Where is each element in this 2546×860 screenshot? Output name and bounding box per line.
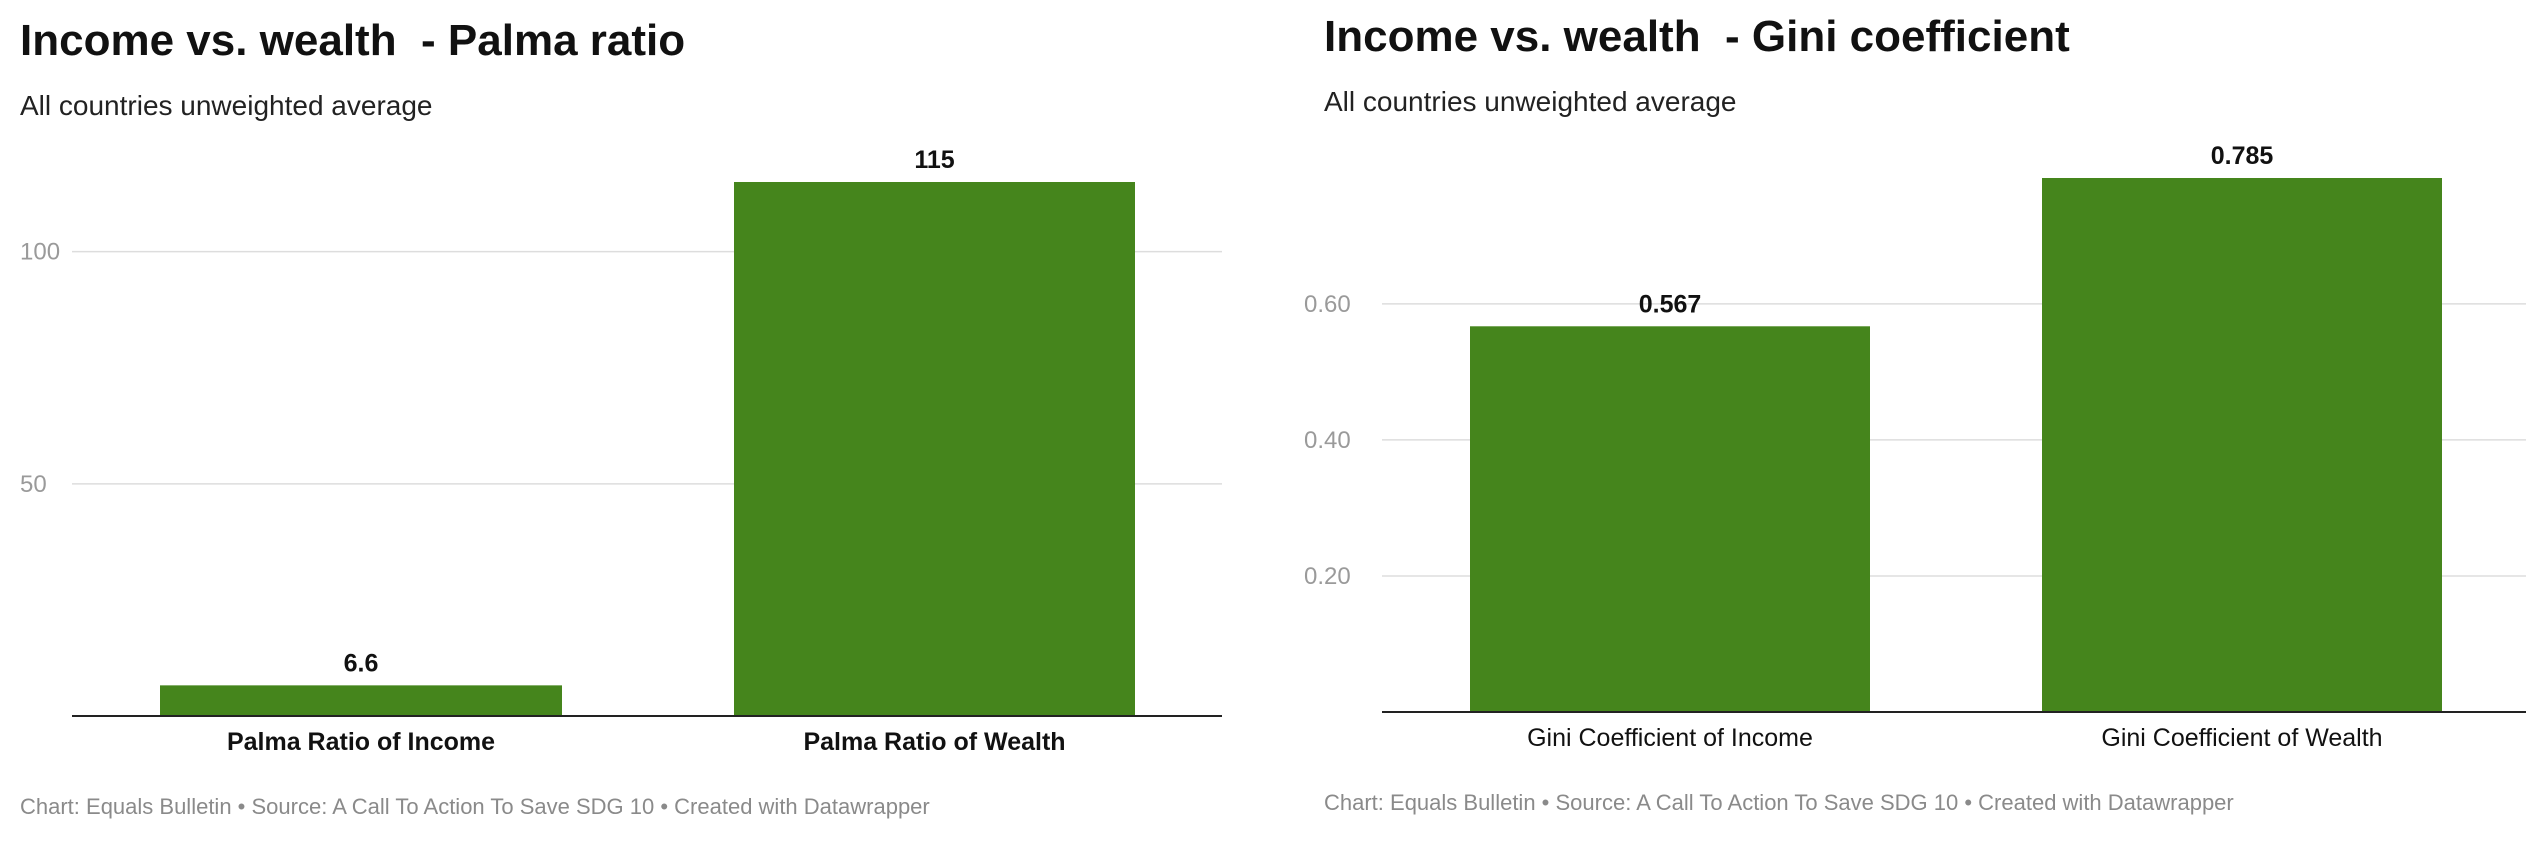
chart-footer: Chart: Equals Bulletin • Source: A Call …	[20, 794, 930, 819]
gini-coefficient-chart-panel: Income vs. wealth - Gini coefficient All…	[1304, 0, 2546, 860]
bar	[734, 182, 1135, 716]
x-category-label: Gini Coefficient of Wealth	[2101, 724, 2382, 752]
y-tick-label: 0.20	[1304, 563, 1351, 590]
chart-subtitle: All countries unweighted average	[1324, 86, 1737, 117]
x-category-label: Palma Ratio of Wealth	[803, 728, 1065, 756]
bar	[1470, 326, 1870, 712]
chart-footer: Chart: Equals Bulletin • Source: A Call …	[1324, 790, 2234, 815]
chart-subtitle: All countries unweighted average	[20, 90, 433, 121]
y-tick-label: 0.60	[1304, 291, 1351, 318]
gini-coefficient-bar-chart: 0.20 0.40 0.60 0.567 Gini Coefficient of Inc…	[1304, 142, 2526, 752]
bar	[160, 685, 562, 716]
x-category-label: Palma Ratio of Income	[227, 728, 495, 756]
palma-ratio-chart-panel: Income vs. wealth - Palma ratio All coun…	[0, 0, 1250, 860]
y-tick-label: 100	[20, 239, 60, 266]
palma-ratio-bar-chart: 50 100 6.6 Palma Ratio of Income 115 Palma Ra…	[20, 146, 1222, 756]
bar	[2042, 178, 2442, 712]
y-tick-label: 0.40	[1304, 427, 1351, 454]
data-label: 6.6	[344, 649, 379, 677]
data-label: 0.567	[1639, 290, 1702, 318]
y-tick-label: 50	[20, 471, 47, 498]
chart-title: Income vs. wealth - Gini coefficient	[1324, 12, 2070, 61]
data-label: 0.785	[2211, 142, 2274, 170]
x-category-label: Gini Coefficient of Income	[1527, 724, 1813, 752]
data-label: 115	[914, 146, 954, 174]
chart-title: Income vs. wealth - Palma ratio	[20, 16, 686, 65]
